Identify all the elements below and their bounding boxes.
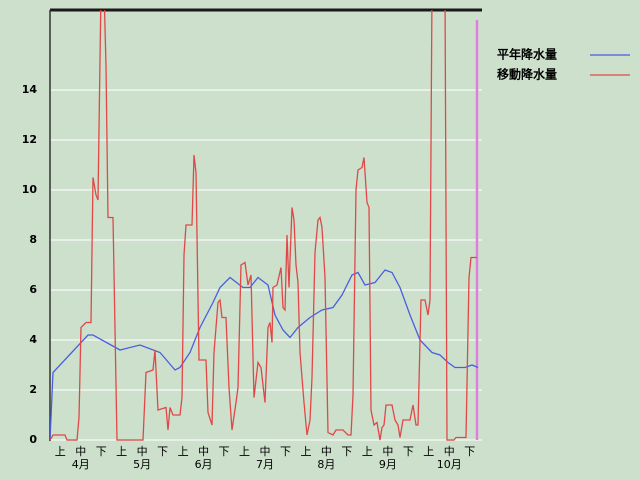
month-label: 9月 xyxy=(379,458,397,471)
x-tick-label: 上 xyxy=(239,445,250,458)
month-label: 5月 xyxy=(133,458,151,471)
x-tick-label: 上 xyxy=(178,445,189,458)
x-tick-label: 上 xyxy=(116,445,127,458)
x-tick-label: 上 xyxy=(300,445,311,458)
x-tick-label: 中 xyxy=(321,445,332,458)
x-tick-label: 下 xyxy=(280,445,291,458)
labels: 02468101214上中下上中下上中下上中下上中下上中下上中下4月 5月 6月 7月… xyxy=(22,47,630,471)
x-tick-label: 中 xyxy=(260,445,271,458)
legend-label: 平年降水量 xyxy=(497,47,557,62)
x-tick-label: 中 xyxy=(198,445,209,458)
month-label: 8月 xyxy=(317,458,335,471)
y-tick-label: 6 xyxy=(29,283,37,296)
x-tick-label: 下 xyxy=(96,445,107,458)
x-tick-label: 下 xyxy=(219,445,230,458)
x-tick-label: 下 xyxy=(341,445,352,458)
plot xyxy=(50,10,479,441)
x-tick-label: 中 xyxy=(75,445,86,458)
x-tick-label: 下 xyxy=(464,445,475,458)
x-tick-label: 上 xyxy=(423,445,434,458)
data-line xyxy=(50,10,477,441)
y-tick-label: 14 xyxy=(22,83,38,96)
x-tick-label: 中 xyxy=(382,445,393,458)
x-tick-label: 中 xyxy=(444,445,455,458)
month-label: 4月 xyxy=(72,458,90,471)
y-tick-label: 4 xyxy=(29,333,37,346)
y-tick-label: 0 xyxy=(29,433,37,446)
y-tick-label: 2 xyxy=(29,383,37,396)
legend-label: 移動降水量 xyxy=(497,67,557,82)
x-tick-label: 下 xyxy=(157,445,168,458)
x-tick-label: 上 xyxy=(55,445,66,458)
month-label: 10月 xyxy=(437,458,462,471)
y-tick-label: 8 xyxy=(29,233,37,246)
x-tick-label: 下 xyxy=(403,445,414,458)
month-label: 7月 xyxy=(256,458,274,471)
data-line xyxy=(50,269,479,441)
month-label: 6月 xyxy=(195,458,213,471)
x-tick-label: 中 xyxy=(137,445,148,458)
y-tick-label: 10 xyxy=(22,183,38,196)
y-tick-label: 12 xyxy=(22,133,37,146)
x-tick-label: 上 xyxy=(362,445,373,458)
